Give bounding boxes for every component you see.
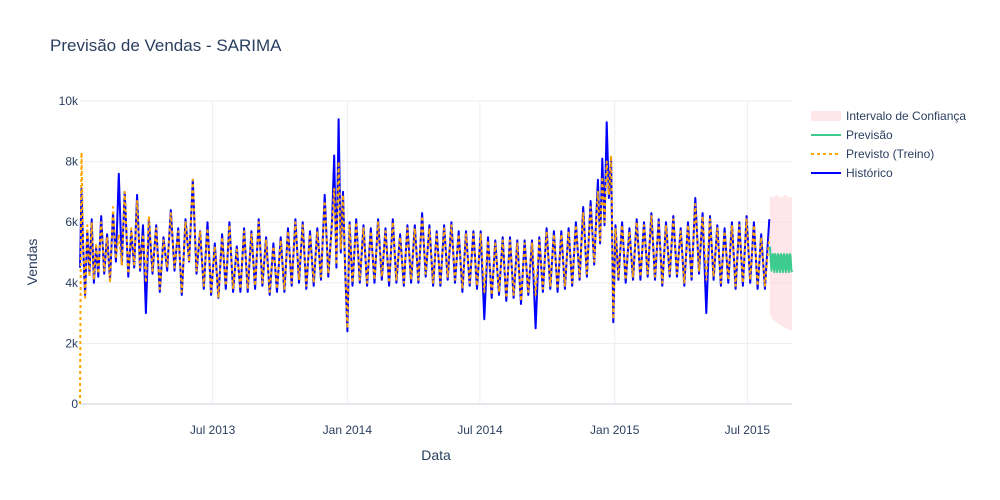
x-tick-label: Jan 2015 — [590, 423, 640, 437]
legend-item[interactable]: Previsto (Treino) — [811, 147, 934, 161]
x-tick-label: Jul 2013 — [190, 423, 236, 437]
series-lines — [79, 118, 793, 405]
legend-label: Previsto (Treino) — [846, 147, 934, 161]
x-axis-ticks: Jul 2013 Jan 2014 Jul 2014 Jan 2015 Jul 2015 — [190, 423, 770, 437]
x-tick-label: Jul 2015 — [725, 423, 771, 437]
chart-title: Previsão de Vendas - SARIMA — [50, 36, 282, 55]
legend-swatch — [811, 111, 841, 121]
y-tick-label: 10k — [59, 94, 79, 108]
y-tick-label: 2k — [65, 336, 79, 350]
legend[interactable]: Intervalo de Confiança Previsão Previsto (… — [811, 109, 966, 180]
legend-label: Intervalo de Confiança — [846, 109, 966, 123]
y-axis-title: Vendas — [24, 239, 40, 286]
legend-label: Histórico — [846, 166, 893, 180]
x-axis-title: Data — [421, 447, 451, 463]
y-tick-label: 8k — [65, 155, 79, 169]
x-tick-label: Jan 2014 — [323, 423, 373, 437]
series-line-previs-o — [769, 246, 793, 274]
legend-label: Previsão — [846, 128, 893, 142]
legend-item[interactable]: Intervalo de Confiança — [811, 109, 966, 123]
y-tick-label: 0 — [71, 397, 78, 411]
x-tick-label: Jul 2014 — [457, 423, 503, 437]
legend-item[interactable]: Previsão — [811, 128, 893, 142]
legend-item[interactable]: Histórico — [811, 166, 893, 180]
y-tick-label: 4k — [65, 276, 79, 290]
y-tick-label: 6k — [65, 215, 79, 229]
y-axis-ticks: 0 2k 4k 6k 8k 10k — [59, 94, 79, 411]
